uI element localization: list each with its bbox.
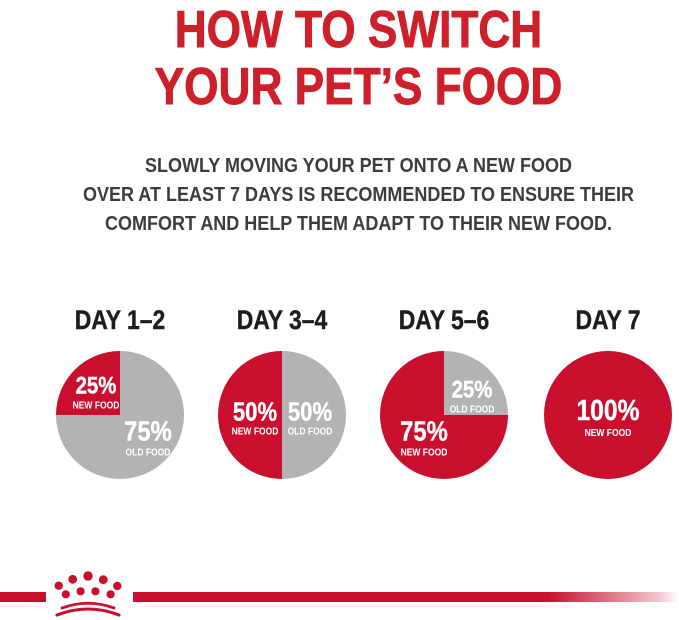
new-food-slice-label: 50% NEW FOOD <box>232 398 279 437</box>
footer-rule-right <box>133 592 679 602</box>
new-food-name: NEW FOOD <box>584 427 632 439</box>
new-food-percent: 100% <box>576 394 640 427</box>
new-food-name: NEW FOOD <box>400 447 447 459</box>
day-3-4-label: DAY 3–4 <box>236 305 328 335</box>
old-food-name: OLD FOOD <box>449 404 495 416</box>
pie-chart-day-3-4: 50% NEW FOOD 50% OLD FOOD <box>218 351 346 479</box>
page-title: HOW TO SWITCH YOUR PET’S FOOD <box>38 0 679 116</box>
old-food-name: OLD FOOD <box>287 426 333 438</box>
royal-canin-crown-icon <box>54 571 122 617</box>
new-food-percent: 50% <box>232 396 278 427</box>
day-7-column: DAY 7 100% NEW FOOD <box>530 303 679 479</box>
old-food-slice-label: 50% OLD FOOD <box>288 398 333 437</box>
pie-chart-day-1-2: 25% NEW FOOD 75% OLD FOOD <box>56 351 184 479</box>
old-food-percent: 50% <box>288 396 333 427</box>
day-5-6-column: DAY 5–6 25% OLD FOOD 75% NEW FOOD <box>366 303 522 479</box>
content-wrapper: HOW TO SWITCH YOUR PET’S FOOD SLOWLY MOV… <box>38 0 679 239</box>
intro-line-1: SLOWLY MOVING YOUR PET ONTO A NEW FOOD <box>144 155 573 177</box>
intro-text: SLOWLY MOVING YOUR PET ONTO A NEW FOOD O… <box>38 152 679 239</box>
day-3-4-column: DAY 3–4 50% NEW FOOD 50% OLD FOOD <box>204 303 360 479</box>
day-7-label: DAY 7 <box>575 305 641 335</box>
new-food-name: NEW FOOD <box>231 426 279 438</box>
old-food-percent: 25% <box>451 376 493 404</box>
new-food-slice-label: 25% NEW FOOD <box>72 372 120 412</box>
old-food-percent: 75% <box>124 415 172 447</box>
new-food-percent: 75% <box>399 415 448 447</box>
day-1-2-column: DAY 1–2 25% NEW FOOD 75% OLD FOOD <box>42 303 198 479</box>
title-line-2: YOUR PET’S FOOD <box>154 58 563 116</box>
new-food-percent: 25% <box>75 372 117 400</box>
old-food-name: OLD FOOD <box>125 447 171 459</box>
intro-line-2: OVER AT LEAST 7 DAYS IS RECOMMENDED TO E… <box>82 184 635 206</box>
old-food-slice-label: 25% OLD FOOD <box>449 376 495 416</box>
pie-chart-day-7: 100% NEW FOOD <box>544 351 672 479</box>
day-1-2-label: DAY 1–2 <box>74 305 166 335</box>
title-line-1: HOW TO SWITCH <box>174 1 543 59</box>
new-food-slice-label: 100% NEW FOOD <box>576 394 640 439</box>
new-food-name: NEW FOOD <box>72 400 120 412</box>
intro-line-3: COMFORT AND HELP THEM ADAPT TO THEIR NEW… <box>104 213 612 235</box>
pie-chart-day-5-6: 25% OLD FOOD 75% NEW FOOD <box>380 351 508 479</box>
footer-rule-left <box>0 592 46 602</box>
new-food-slice-label: 75% NEW FOOD <box>399 415 448 459</box>
day-5-6-label: DAY 5–6 <box>398 305 490 335</box>
old-food-slice-label: 75% OLD FOOD <box>124 415 172 459</box>
